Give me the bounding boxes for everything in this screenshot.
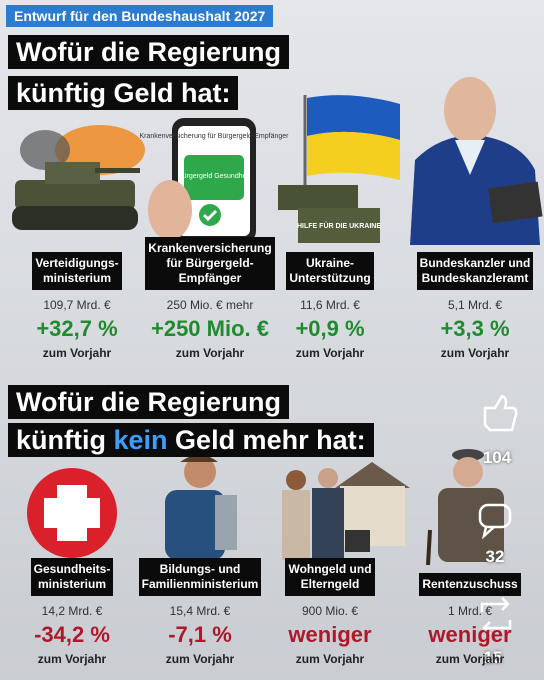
label-wrap: Bildungs- und Familienministerium [135, 558, 265, 596]
item-label: Bundeskanzler und Bundeskanzleramt [416, 252, 534, 290]
item-change: +32,7 % [36, 316, 118, 341]
label-line: Unterstützung [289, 271, 371, 285]
label-line: Rentenzuschuss [422, 577, 518, 591]
item-note: zum Vorjahr [165, 652, 235, 666]
label-line: Bildungs- und [159, 562, 241, 576]
item-label: Bildungs- und Familienministerium [138, 558, 262, 596]
section2-title: künftig kein Geld mehr hat: [8, 423, 374, 457]
item-change: +3,3 % [440, 316, 510, 341]
label-line: Krankenversicherung [148, 241, 272, 255]
item-label: Ukraine- Unterstützung [286, 252, 374, 290]
label-wrap: Krankenversicherung für Bürgergeld- Empfän… [145, 237, 275, 290]
label-wrap: Gesundheits-ministerium [7, 558, 137, 596]
item-label: Gesundheits-ministerium [30, 558, 114, 596]
label-line: Empfänger [178, 271, 242, 285]
label-line: ministerium [42, 271, 111, 285]
label-line: Bundeskanzleramt [421, 271, 529, 285]
phone-card: Bürgergeld Gesundheit [178, 173, 250, 180]
item-column: Bildungs- und Familienministerium 15,4 Mrd… [135, 558, 265, 666]
item-amount: 5,1 Mrd. € [447, 298, 503, 312]
item-change: weniger [428, 622, 512, 647]
item-amount: 15,4 Mrd. € [169, 604, 231, 618]
label-wrap: Ukraine- Unterstützung [265, 242, 395, 290]
item-change: -7,1 % [168, 622, 232, 647]
header-tag: Entwurf für den Bundeshaushalt 2027 [6, 5, 274, 27]
item-note: zum Vorjahr [440, 346, 510, 360]
label-line: für Bürgergeld- [166, 256, 254, 270]
item-amount: 14,2 Mrd. € [41, 604, 103, 618]
label-wrap: Verteidigungs-ministerium [12, 242, 142, 290]
item-amount: 900 Mio. € [301, 604, 359, 618]
title-word: Geld mehr hat: [175, 425, 366, 455]
label-line: Verteidigungs- [35, 256, 119, 270]
crate-text: HILFE FÜR DIE UKRAINE [297, 221, 381, 230]
item-column: Rentenzuschuss 1 Mrd. € weniger zum Vorjahr [405, 560, 535, 666]
label-line: Wohngeld und [288, 562, 372, 576]
phone-text: Krankenversicherung für Bürgergeld-Empfä… [139, 133, 289, 140]
item-note: zum Vorjahr [37, 652, 107, 666]
item-note: zum Vorjahr [175, 346, 245, 360]
item-note: zum Vorjahr [42, 346, 112, 360]
item-column: Krankenversicherung für Bürgergeld- Empfän… [145, 237, 275, 360]
section2-title: Wofür die Regierung [8, 385, 290, 419]
title-word: künftig [16, 425, 106, 455]
label-line: Ukraine- [305, 256, 354, 270]
item-column: Verteidigungs-ministerium 109,7 Mrd. € +32… [12, 242, 142, 360]
item-column: Wohngeld und Elterngeld 900 Mio. € weniger z… [265, 558, 395, 666]
item-amount: 11,6 Mrd. € [300, 298, 360, 312]
label-line: Bundeskanzler und [419, 256, 531, 270]
label-line: Gesundheits- [33, 562, 111, 576]
label-line: Elterngeld [300, 577, 360, 591]
item-note: zum Vorjahr [295, 346, 365, 360]
item-note: zum Vorjahr [295, 652, 365, 666]
item-label: Verteidigungs-ministerium [32, 252, 122, 290]
item-change: +0,9 % [295, 316, 365, 341]
item-column: Ukraine- Unterstützung 11,6 Mrd. € +0,9 % zu… [265, 242, 395, 360]
item-amount: 109,7 Mrd. € [43, 298, 111, 312]
item-amount: 1 Mrd. € [447, 604, 492, 618]
item-column: Gesundheits-ministerium 14,2 Mrd. € -34,2 … [7, 558, 137, 666]
item-column: Bundeskanzler und Bundeskanzleramt 5,1 Mrd… [410, 242, 540, 360]
label-wrap: Rentenzuschuss [405, 560, 535, 596]
section1-title: Wofür die Regierung [8, 35, 290, 69]
item-label: Wohngeld und Elterngeld [285, 558, 375, 596]
item-note: zum Vorjahr [435, 652, 505, 666]
item-change: -34,2 % [34, 622, 110, 647]
repost-count[interactable]: 15 [483, 648, 503, 667]
label-line: ministerium [37, 577, 106, 591]
label-wrap: Wohngeld und Elterngeld [265, 558, 395, 596]
like-count[interactable]: 104 [482, 448, 512, 467]
label-wrap: Bundeskanzler und Bundeskanzleramt [410, 242, 540, 290]
title-highlight: kein [113, 425, 168, 455]
item-label: Krankenversicherung für Bürgergeld- Empfän… [145, 237, 275, 290]
item-label: Rentenzuschuss [419, 573, 521, 596]
item-change: +250 Mio. € [150, 316, 269, 341]
item-amount: 250 Mio. € mehr [166, 298, 254, 312]
section1-title: künftig Geld hat: [8, 76, 239, 110]
label-line: Familienministerium [141, 577, 259, 591]
item-change: weniger [288, 622, 372, 647]
comment-count[interactable]: 32 [485, 547, 505, 566]
